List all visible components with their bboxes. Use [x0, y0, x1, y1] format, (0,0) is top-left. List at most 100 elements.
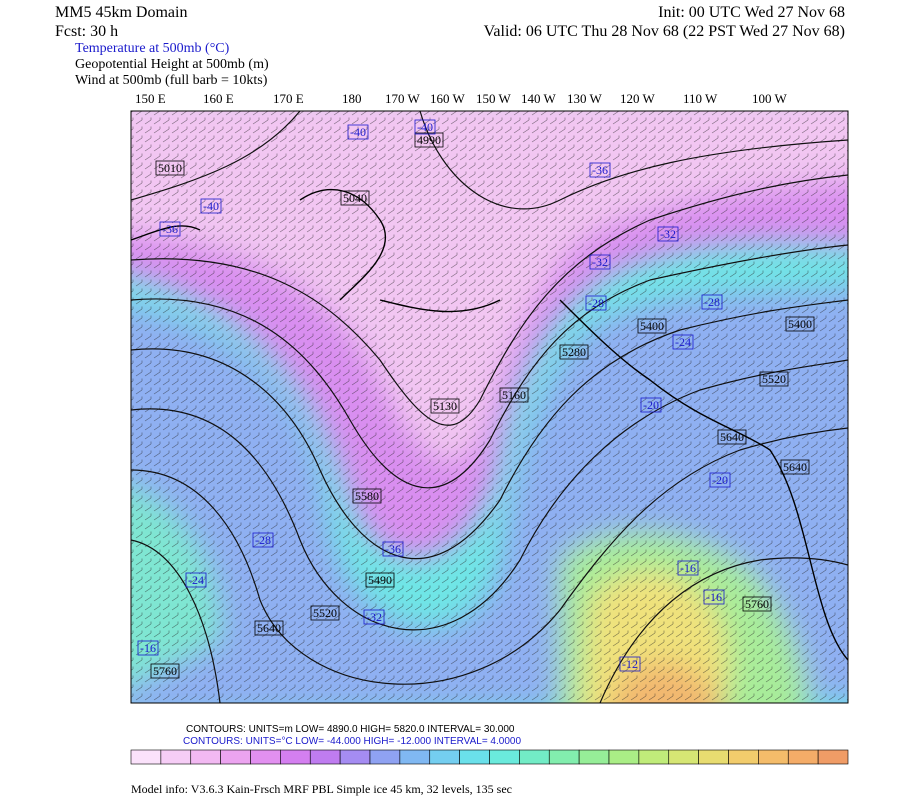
temperature-contour-label-box — [619, 656, 641, 672]
temperature-contour-label: -12 — [622, 657, 638, 671]
temperature-contour-label: -40 — [203, 199, 219, 213]
color-swatch — [339, 749, 371, 765]
field-height: Geopotential Height at 500mb (m) — [75, 57, 269, 72]
temperature-contour-label-box — [703, 589, 725, 605]
height-contour-label: 5130 — [433, 399, 457, 413]
temperature-contour-label-box — [382, 541, 404, 557]
height-contour-label-box — [352, 488, 382, 504]
longitude-label: 170 W — [385, 91, 421, 106]
temperature-contour-label: -36 — [385, 542, 401, 556]
color-swatch — [489, 749, 520, 765]
temperature-contour-label: -36 — [162, 222, 178, 236]
temperature-contour-label-box — [709, 472, 731, 488]
height-contour-label: 5640 — [720, 430, 744, 444]
color-swatch — [548, 749, 580, 765]
height-contour-label-box — [310, 605, 340, 621]
longitude-label: 130 W — [567, 91, 603, 106]
temperature-contour-label-box — [252, 532, 274, 548]
temperature-contour-label: -24 — [188, 573, 204, 587]
height-contour-label: 5280 — [562, 345, 586, 359]
color-swatch — [668, 749, 699, 765]
temperature-contour-label: -28 — [704, 295, 720, 309]
temperature-contour-label-box — [672, 334, 694, 350]
height-contour-label: 5400 — [640, 319, 664, 333]
model-info: Model info: V3.6.3 Kain-Frsch MRF PBL Si… — [131, 782, 512, 796]
height-contour-label: 5520 — [762, 372, 786, 386]
color-swatch — [160, 749, 192, 765]
height-contour-label-box — [155, 160, 185, 176]
temperature-contour-label-box — [701, 294, 723, 310]
height-contour-label: 4990 — [417, 133, 441, 147]
height-contour-label-box — [414, 132, 444, 148]
height-contour-label-box — [780, 459, 810, 475]
temperature-contour-label: -32 — [366, 610, 382, 624]
height-contour-info: CONTOURS: UNITS=m LOW= 4890.0 HIGH= 5820… — [186, 724, 515, 735]
temperature-contour-label: -32 — [592, 255, 608, 269]
longitude-label: 160 W — [430, 91, 466, 106]
temperature-contour-label: -32 — [660, 227, 676, 241]
color-swatch — [728, 749, 759, 765]
color-swatch — [369, 749, 401, 765]
color-swatch — [220, 749, 251, 765]
color-swatch — [309, 749, 341, 765]
height-contour-label-box — [365, 572, 395, 588]
color-bar — [130, 749, 849, 765]
color-swatch — [758, 749, 789, 765]
longitude-label: 150 W — [476, 91, 512, 106]
height-contour-label-box — [254, 620, 284, 636]
temperature-contour-label: -40 — [350, 125, 366, 139]
longitude-label: 140 W — [521, 91, 557, 106]
field-temperature: Temperature at 500mb (°C) — [75, 41, 230, 56]
color-swatch — [250, 749, 281, 765]
longitude-label: 110 W — [683, 91, 718, 106]
color-swatch — [280, 749, 311, 765]
color-swatch — [399, 749, 431, 765]
height-contour-label: 5640 — [257, 621, 281, 635]
height-contour-label: 5010 — [158, 161, 182, 175]
height-contour-label: 5580 — [355, 489, 379, 503]
temperature-contour-label-box — [159, 221, 181, 237]
color-swatch — [817, 749, 849, 765]
color-swatch — [429, 749, 460, 765]
temperature-contour-label-box — [585, 295, 607, 311]
temperature-contour-label-box — [640, 397, 662, 413]
temperature-contour-label: -28 — [255, 533, 271, 547]
temperature-contour-label-box — [137, 640, 159, 656]
height-contour-label: 5400 — [788, 317, 812, 331]
temperature-contour-label-box — [200, 198, 222, 214]
temperature-contour-label: -16 — [680, 561, 696, 575]
height-contour-label: 5760 — [745, 597, 769, 611]
temperature-contour-label-box — [347, 124, 369, 140]
temperature-contour-label: -40 — [417, 120, 433, 134]
init-time: Init: 00 UTC Wed 27 Nov 68 — [658, 4, 845, 21]
temperature-contour-label: -28 — [588, 296, 604, 310]
temperature-contour-label-box — [589, 162, 611, 178]
temperature-contour-label-box — [185, 572, 207, 588]
field-wind: Wind at 500mb (full barb = 10kts) — [75, 73, 268, 88]
height-contour-label: 5040 — [343, 191, 367, 205]
temperature-contour-info: CONTOURS: UNITS=°C LOW= -44.000 HIGH= -1… — [183, 736, 521, 747]
color-swatch — [519, 749, 550, 765]
color-swatch — [578, 749, 610, 765]
color-swatch — [608, 749, 640, 765]
height-contour-label: 5640 — [783, 460, 807, 474]
temperature-contour-label-box — [589, 254, 611, 270]
longitude-label: 180 — [342, 91, 362, 106]
model-title: MM5 45km Domain — [55, 4, 187, 21]
longitude-label: 120 W — [620, 91, 656, 106]
longitude-label: 160 E — [203, 91, 234, 106]
map-area — [131, 111, 848, 703]
height-contour-label: 5490 — [368, 573, 392, 587]
temperature-contour-label-box — [363, 609, 385, 625]
longitude-label: 150 E — [135, 91, 166, 106]
temperature-contour-label: -36 — [592, 163, 608, 177]
height-contour-label-box — [340, 190, 370, 206]
height-contour-label-box — [759, 371, 789, 387]
temperature-contour-label-box — [657, 226, 679, 242]
height-contour-label: 5160 — [502, 388, 526, 402]
height-contour-label: 5760 — [153, 664, 177, 678]
height-contour-label-box — [430, 398, 460, 414]
temperature-contour-label: -20 — [643, 398, 659, 412]
height-contour-label-box — [499, 387, 529, 403]
